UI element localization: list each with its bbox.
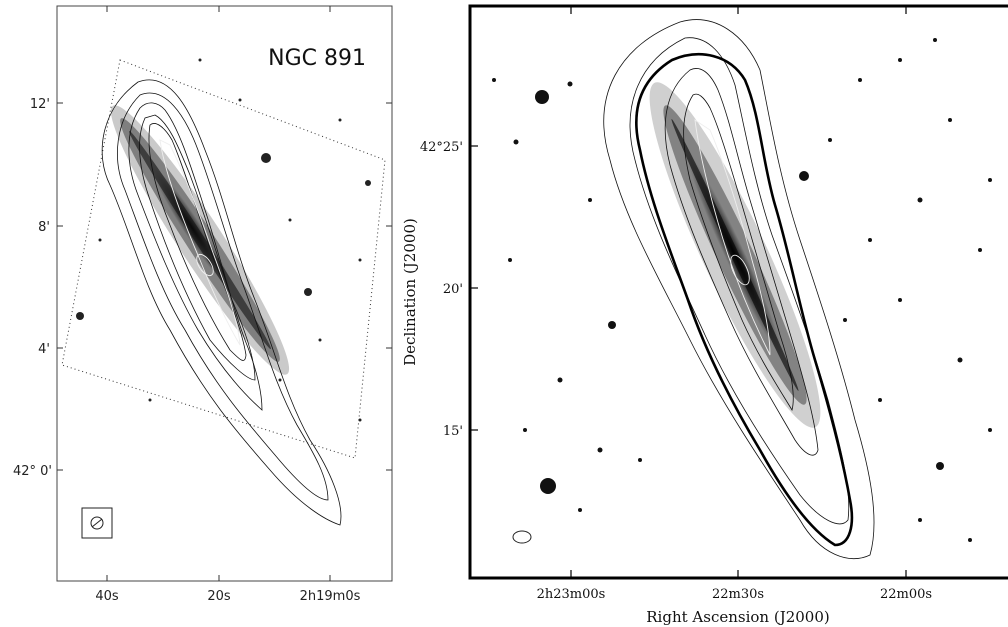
right-inner-contours [694,119,771,356]
right-y-tick-label: 20' [443,282,463,297]
left-y-tick-label: 42° 0' [13,464,52,479]
right-x-tick-label: 22m00s [880,587,932,602]
left-galaxy-image [110,105,290,375]
left-x-tick-label: 40s [95,589,119,604]
survey-footprint-outline [61,59,386,459]
right-contours [603,19,875,559]
left-contours [101,79,342,526]
right-panel: Declination (J2000) Right Ascension (J20… [401,4,1008,626]
left-stars [76,58,371,422]
left-inner-contours [159,139,241,346]
left-axis-ticks [57,6,392,581]
beam-symbol [81,507,113,539]
right-beam-symbol [512,530,532,544]
right-thick-contour [635,53,854,547]
left-y-tick-label: 12' [30,97,50,112]
right-x-axis-label: Right Ascension (J2000) [646,608,829,626]
left-y-tick-label: 8' [38,220,50,235]
right-x-tick-label: 22m30s [712,587,764,602]
left-x-tick-label: 20s [207,589,231,604]
right-y-tick-label: 15' [443,424,463,439]
left-title: NGC 891 [268,46,366,71]
right-y-axis-label: Declination (J2000) [401,218,419,366]
right-stars [492,38,992,542]
right-y-tick-label: 42°25' [420,140,463,155]
left-x-tick-label: 2h19m0s [300,589,361,604]
right-x-tick-label: 2h23m00s [537,587,606,602]
left-y-tick-label: 4' [38,342,50,357]
right-axis-ticks [470,6,907,578]
left-panel: NGC 891 12' 8' 4' 42° 0' 40s 20s 2h19m0s [13,5,393,604]
